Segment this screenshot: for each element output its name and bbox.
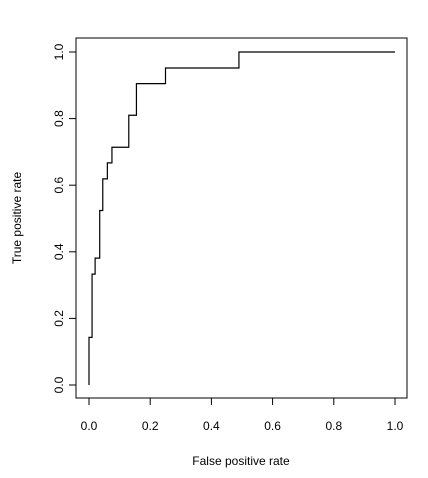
x-tick-label: 0.0 [81,419,98,433]
y-tick-label: 0.2 [52,310,66,327]
y-tick-label: 0.4 [52,243,66,260]
x-tick-label: 1.0 [387,419,404,433]
y-axis-title: True positive rate [10,172,24,265]
x-tick-label: 0.4 [203,419,220,433]
y-axis: 0.0 0.2 0.4 0.6 0.8 1.0 [52,43,77,393]
x-tick-label: 0.6 [264,419,281,433]
y-tick-label: 0.6 [52,177,66,194]
x-tick-label: 0.2 [142,419,159,433]
plot-box [75,37,408,399]
x-tick-label: 0.8 [325,419,342,433]
y-tick-label: 0.0 [52,376,66,393]
roc-curve-line [88,51,395,385]
x-axis: 0.0 0.2 0.4 0.6 0.8 1.0 [81,397,404,433]
y-tick-label: 1.0 [52,43,66,60]
y-tick-label: 0.8 [52,110,66,127]
x-axis-title: False positive rate [192,454,290,468]
